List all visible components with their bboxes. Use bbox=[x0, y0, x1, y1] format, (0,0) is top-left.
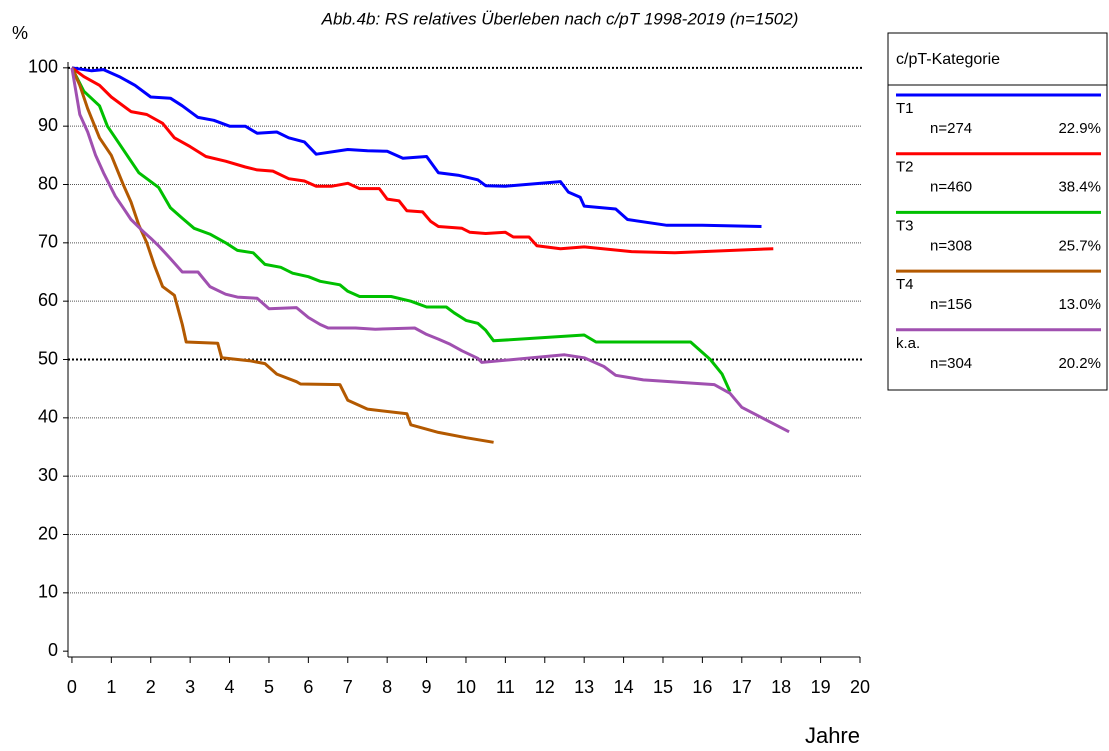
y-tick-label: 70 bbox=[38, 232, 58, 252]
legend-share: 20.2% bbox=[1058, 355, 1101, 372]
x-tick-label: 15 bbox=[653, 677, 673, 697]
y-tick-label: 0 bbox=[48, 640, 58, 660]
x-tick-label: 17 bbox=[732, 677, 752, 697]
x-axis-label: Jahre bbox=[805, 723, 860, 748]
legend-share: 13.0% bbox=[1058, 296, 1101, 313]
legend-title: c/pT-Kategorie bbox=[896, 51, 1000, 68]
series-line bbox=[70, 67, 732, 393]
x-tick-label: 10 bbox=[456, 677, 476, 697]
x-tick-label: 8 bbox=[382, 677, 392, 697]
y-tick-label: 90 bbox=[38, 115, 58, 135]
series-line bbox=[71, 66, 762, 228]
y-tick-label: 20 bbox=[38, 523, 58, 543]
x-tick-label: 13 bbox=[574, 677, 594, 697]
y-axis-label: % bbox=[12, 23, 28, 43]
legend-n: n=460 bbox=[930, 179, 972, 196]
legend-n: n=308 bbox=[930, 237, 972, 254]
x-tick-label: 20 bbox=[850, 677, 870, 697]
legend-label: T3 bbox=[896, 217, 914, 234]
x-tick-label: 3 bbox=[185, 677, 195, 697]
x-tick-label: 4 bbox=[225, 677, 235, 697]
y-tick-label: 10 bbox=[38, 582, 58, 602]
legend-n: n=156 bbox=[930, 296, 972, 313]
chart-title: Abb.4b: RS relatives Überleben nach c/pT… bbox=[321, 9, 799, 28]
series-line bbox=[71, 66, 774, 255]
x-tick-label: 11 bbox=[496, 677, 515, 697]
series-line bbox=[70, 67, 790, 434]
legend-label: T1 bbox=[896, 100, 914, 117]
legend-label: k.a. bbox=[896, 335, 920, 352]
series-line bbox=[70, 67, 494, 444]
x-tick-label: 12 bbox=[535, 677, 555, 697]
x-tick-label: 16 bbox=[692, 677, 712, 697]
x-tick-label: 0 bbox=[67, 677, 77, 697]
legend-share: 38.4% bbox=[1058, 179, 1101, 196]
legend-share: 25.7% bbox=[1058, 237, 1101, 254]
y-tick-label: 30 bbox=[38, 465, 58, 485]
y-tick-label: 100 bbox=[28, 57, 58, 77]
y-tick-label: 80 bbox=[38, 173, 58, 193]
x-tick-label: 18 bbox=[771, 677, 791, 697]
x-tick-label: 9 bbox=[422, 677, 432, 697]
x-tick-label: 1 bbox=[106, 677, 116, 697]
y-tick-label: 50 bbox=[38, 348, 58, 368]
legend-label: T2 bbox=[896, 159, 914, 176]
x-tick-label: 2 bbox=[146, 677, 156, 697]
legend-share: 22.9% bbox=[1058, 120, 1101, 137]
y-tick-label: 40 bbox=[38, 407, 58, 427]
x-tick-label: 14 bbox=[614, 677, 634, 697]
x-tick-label: 6 bbox=[303, 677, 313, 697]
legend-label: T4 bbox=[896, 276, 914, 293]
legend-box bbox=[887, 32, 1108, 391]
legend-n: n=274 bbox=[930, 120, 972, 137]
x-tick-label: 5 bbox=[264, 677, 274, 697]
y-tick-label: 60 bbox=[38, 290, 58, 310]
x-tick-label: 7 bbox=[343, 677, 353, 697]
legend-n: n=304 bbox=[930, 355, 972, 372]
x-tick-label: 19 bbox=[811, 677, 831, 697]
